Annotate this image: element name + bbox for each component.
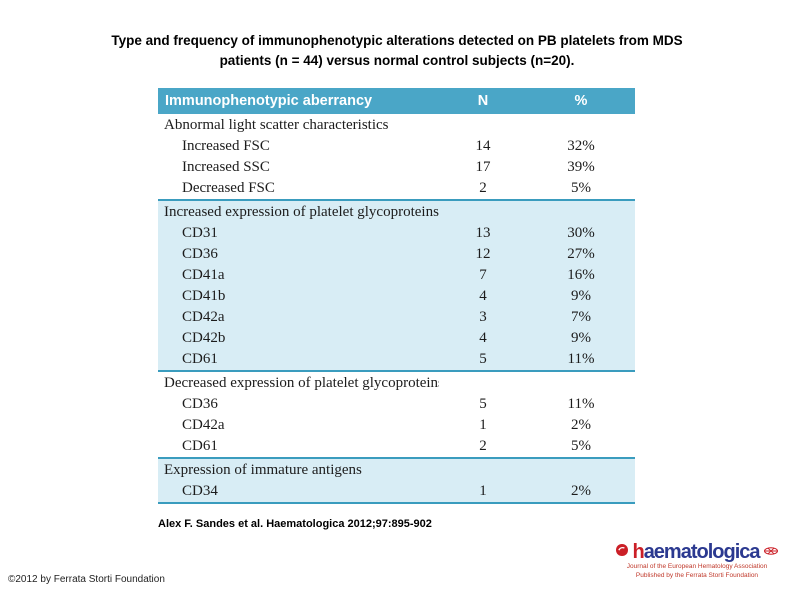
table-row: CD61 2 5%: [158, 436, 635, 457]
section-header-row: Abnormal light scatter characteristics: [158, 115, 635, 136]
table-row: CD42b 4 9%: [158, 328, 635, 349]
copyright: ©2012 by Ferrata Storti Foundation: [8, 574, 165, 585]
table-section: Decreased expression of platelet glycopr…: [158, 372, 635, 459]
logo-wordmark-h: h: [632, 541, 644, 563]
row-label: CD42a: [182, 309, 225, 325]
logo-tagline-line1: Journal of the European Hematology Assoc…: [626, 563, 768, 570]
row-percent-value: 7%: [571, 309, 591, 325]
row-n-value: 1: [479, 483, 487, 499]
citation: Alex F. Sandes et al. Haematologica 2012…: [158, 518, 432, 530]
row-percent-value: 32%: [567, 138, 595, 154]
table-row: CD61 5 11%: [158, 349, 635, 370]
row-n-value: 5: [479, 396, 487, 412]
row-percent-value: 39%: [567, 159, 595, 175]
column-header-n: N: [477, 93, 489, 109]
column-header-aberrancy: Immunophenotypic aberrancy: [165, 93, 373, 109]
row-label: CD41a: [182, 267, 225, 283]
table-row: CD42a 3 7%: [158, 307, 635, 328]
logo-tagline-line2: Published by the Ferrata Storti Foundati…: [635, 572, 759, 579]
row-label: CD34: [182, 483, 218, 499]
section-header-row: Decreased expression of platelet glycopr…: [158, 373, 635, 394]
section-header-row: Expression of immature antigens: [158, 460, 635, 481]
logo-wordmark: haematologica: [632, 541, 761, 563]
row-label: CD31: [182, 225, 218, 241]
row-percent-value: 9%: [571, 288, 591, 304]
table-row: CD36 5 11%: [158, 394, 635, 415]
row-n-value: 2: [479, 180, 487, 196]
row-percent-value: 2%: [571, 417, 591, 433]
logo-wordmark-rest: aematologica: [643, 541, 761, 563]
haematologica-logo: haematologica Journal of the European He…: [602, 542, 792, 580]
table-row: CD41a 7 16%: [158, 265, 635, 286]
table-header-row: Immunophenotypic aberrancy N %: [158, 88, 635, 114]
row-n-value: 7: [479, 267, 487, 283]
section-title: Abnormal light scatter characteristics: [164, 117, 389, 133]
aberrancy-table: Immunophenotypic aberrancy N % Abnormal …: [158, 88, 635, 504]
row-label: CD61: [182, 438, 218, 454]
row-percent-value: 5%: [571, 438, 591, 454]
row-n-value: 4: [479, 288, 487, 304]
page-title: Type and frequency of immunophenotypic a…: [37, 31, 757, 71]
table-row: Increased FSC 14 32%: [158, 136, 635, 157]
section-title: Expression of immature antigens: [164, 462, 362, 478]
drop-icon: [615, 543, 629, 562]
table-section: Abnormal light scatter characteristics In…: [158, 114, 635, 201]
row-percent-value: 16%: [567, 267, 595, 283]
row-n-value: 3: [479, 309, 487, 325]
scribble-icon: [763, 543, 779, 561]
table-row: CD31 13 30%: [158, 223, 635, 244]
row-label: CD42a: [182, 417, 225, 433]
page-title-line1: Type and frequency of immunophenotypic a…: [111, 33, 683, 48]
table-row: CD34 1 2%: [158, 481, 635, 502]
row-n-value: 4: [479, 330, 487, 346]
table-section: Expression of immature antigens CD34 1 2%: [158, 459, 635, 504]
row-percent-value: 30%: [567, 225, 595, 241]
table-row: CD42a 1 2%: [158, 415, 635, 436]
row-n-value: 17: [475, 159, 491, 175]
row-label: CD41b: [182, 288, 226, 304]
row-percent-value: 11%: [567, 396, 595, 412]
logo-wordmark-row: haematologica: [602, 542, 792, 562]
page-title-line2: patients (n = 44) versus normal control …: [219, 53, 575, 68]
table-body: Abnormal light scatter characteristics In…: [158, 114, 635, 504]
row-percent-value: 9%: [571, 330, 591, 346]
row-percent-value: 2%: [571, 483, 591, 499]
table-row: Increased SSC 17 39%: [158, 157, 635, 178]
section-header-row: Increased expression of platelet glycopr…: [158, 202, 635, 223]
row-label: CD42b: [182, 330, 226, 346]
row-n-value: 13: [475, 225, 491, 241]
row-n-value: 2: [479, 438, 487, 454]
table-row: CD41b 4 9%: [158, 286, 635, 307]
table-row: Decreased FSC 2 5%: [158, 178, 635, 199]
row-percent-value: 5%: [571, 180, 591, 196]
row-percent-value: 27%: [567, 246, 595, 262]
table-row: CD36 12 27%: [158, 244, 635, 265]
row-label: Decreased FSC: [182, 180, 275, 196]
row-label: Increased SSC: [182, 159, 270, 175]
row-n-value: 5: [479, 351, 487, 367]
section-title: Decreased expression of platelet glycopr…: [164, 375, 439, 391]
row-label: CD36: [182, 396, 218, 412]
row-n-value: 12: [475, 246, 491, 262]
row-label: CD36: [182, 246, 218, 262]
section-title: Increased expression of platelet glycopr…: [164, 204, 439, 220]
row-label: CD61: [182, 351, 218, 367]
table-section: Increased expression of platelet glycopr…: [158, 201, 635, 372]
row-n-value: 1: [479, 417, 487, 433]
row-label: Increased FSC: [182, 138, 270, 154]
row-percent-value: 11%: [567, 351, 595, 367]
row-n-value: 14: [475, 138, 491, 154]
column-header-percent: %: [574, 93, 588, 109]
